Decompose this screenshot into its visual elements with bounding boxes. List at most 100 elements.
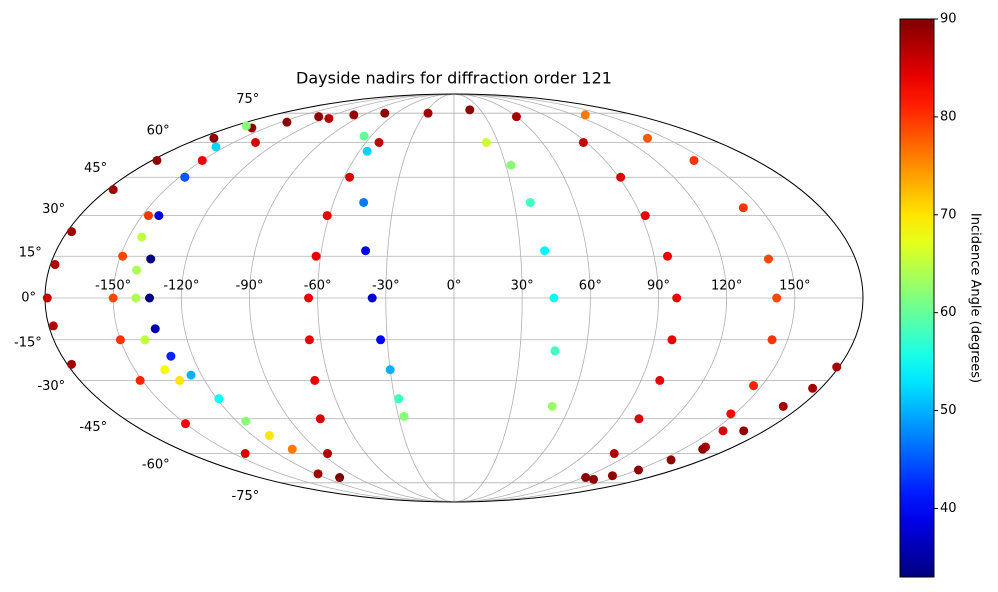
data-point [315, 414, 325, 424]
data-point [67, 359, 77, 369]
colorbar-tick-label: 50 [940, 403, 957, 418]
data-point [132, 265, 142, 275]
data-point [146, 254, 156, 264]
y-tick-label: 0° [21, 291, 36, 306]
x-tick-label: -120° [163, 279, 199, 294]
data-point [580, 110, 590, 120]
data-point [304, 335, 314, 345]
data-point [689, 155, 699, 165]
data-point [67, 227, 77, 237]
y-tick-label: 30° [42, 202, 65, 217]
data-point [374, 137, 384, 147]
grid-line [249, 93, 455, 503]
data-point [423, 108, 433, 118]
colorbar-tick-label: 40 [940, 501, 957, 516]
data-point [778, 401, 788, 411]
data-point [481, 137, 491, 147]
data-point [282, 117, 292, 127]
x-tick-label: 0° [447, 279, 462, 294]
data-point [310, 375, 320, 385]
data-point [634, 465, 644, 475]
data-point [581, 473, 591, 483]
grid-line [385, 93, 455, 503]
data-point [108, 185, 118, 195]
data-point [241, 121, 251, 131]
data-point [48, 321, 58, 331]
data-point [362, 146, 372, 156]
data-point [304, 293, 314, 303]
y-tick-label: 75° [236, 92, 259, 107]
data-point [137, 232, 147, 242]
data-point [726, 409, 736, 419]
data-point [345, 172, 355, 182]
colorbar-tick-label: 70 [940, 207, 957, 222]
data-point [180, 172, 190, 182]
data-point [550, 346, 560, 356]
y-tick-label: -45° [79, 420, 107, 435]
data-point [549, 293, 559, 303]
data-point [634, 414, 644, 424]
colorbar-tick-label: 90 [940, 12, 957, 27]
grid-line [453, 93, 728, 503]
x-tick-label: -150° [95, 279, 131, 294]
colorbar: 40 50 60 70 80 90 Incidence Angle (degrees) [899, 12, 983, 578]
axis-labels: -75° -60° -45° -30° -15° 0° 15° 30° 45° 60° 75° -15… [14, 92, 810, 504]
x-tick-label: 30° [511, 279, 534, 294]
grid-line [453, 93, 796, 503]
data-point [367, 293, 377, 303]
x-tick-label: -30° [372, 279, 400, 294]
grid-line [180, 93, 455, 503]
data-point [108, 293, 118, 303]
data-point [578, 137, 588, 147]
data-point [465, 105, 475, 115]
data-point [160, 365, 170, 375]
data-point [154, 211, 164, 221]
colorbar-tick-label: 60 [940, 305, 957, 320]
data-point [547, 401, 557, 411]
data-point [166, 351, 176, 361]
data-point [698, 444, 708, 454]
data-point [667, 335, 677, 345]
data-point [152, 155, 162, 165]
data-point [241, 416, 251, 426]
data-point [324, 113, 334, 123]
y-tick-label: -75° [232, 489, 260, 504]
data-point [359, 197, 369, 207]
data-point [540, 246, 550, 256]
data-point [349, 110, 359, 120]
data-point [361, 246, 371, 256]
x-tick-label: -90° [236, 279, 264, 294]
data-point [525, 197, 535, 207]
data-point [588, 474, 598, 484]
data-point [385, 365, 395, 375]
grid-line [317, 93, 455, 503]
data-point [718, 426, 728, 436]
data-point [749, 381, 759, 391]
data-point [739, 426, 749, 436]
data-point [135, 375, 145, 385]
data-point [666, 455, 676, 465]
data-point [143, 211, 153, 221]
data-point [323, 449, 333, 459]
data-point [180, 419, 190, 429]
data-point [609, 449, 619, 459]
data-point [322, 211, 332, 221]
data-point [209, 133, 219, 143]
grid-line [453, 93, 523, 503]
data-point [772, 293, 782, 303]
data-point [50, 260, 60, 270]
data-point [640, 211, 650, 221]
data-point [211, 142, 221, 152]
data-point [738, 203, 748, 213]
data-point [672, 293, 682, 303]
data-point [394, 394, 404, 404]
data-point [140, 335, 150, 345]
data-point [311, 251, 321, 261]
data-point [186, 370, 196, 380]
data-point [335, 473, 345, 483]
grid-line [453, 93, 591, 503]
data-point [511, 112, 521, 122]
data-point [240, 449, 250, 459]
data-point [399, 411, 409, 421]
